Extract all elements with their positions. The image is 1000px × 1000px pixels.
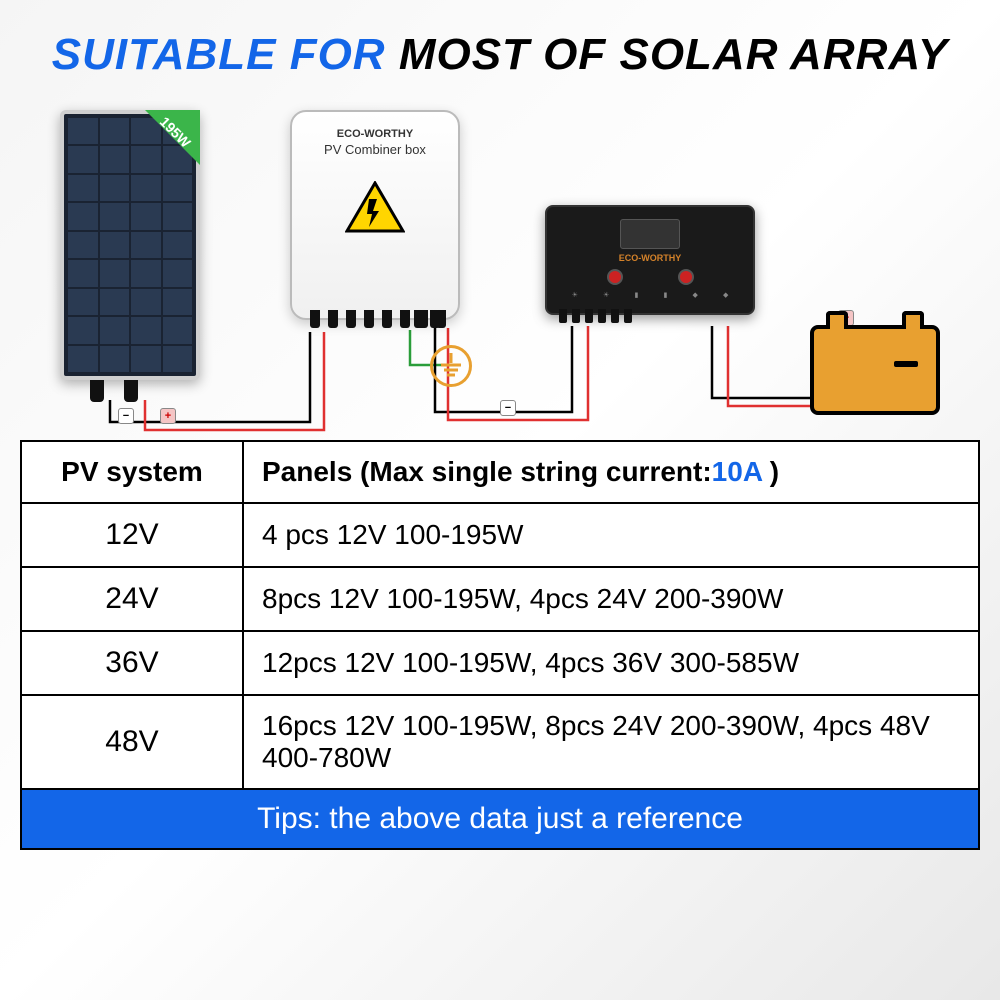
compatibility-table: PV system Panels (Max single string curr… <box>20 440 980 850</box>
battery-terminal-neg <box>902 311 924 329</box>
solar-panel: 195W − + <box>60 110 200 380</box>
combiner-body: ECO-WORTHY PV Combiner box <box>290 110 460 320</box>
battery-body <box>810 325 940 415</box>
panel-connectors <box>90 380 138 402</box>
polarity-neg-icon: − <box>500 400 516 416</box>
combiner-brand-label: ECO-WORTHY <box>292 128 458 140</box>
table-row: 36V12pcs 12V 100-195W, 4pcs 36V 300-585W <box>21 631 979 695</box>
panel-connector-neg <box>90 380 104 402</box>
warning-icon <box>345 181 405 233</box>
polarity-neg-icon: − <box>118 408 134 424</box>
wiring-diagram: 195W − + ECO-WORTHY PV Combiner box <box>0 100 1000 440</box>
battery <box>810 325 940 415</box>
title-blue: SUITABLE FOR <box>52 30 386 79</box>
panel-body: 195W <box>60 110 200 380</box>
table-header-row: PV system Panels (Max single string curr… <box>21 441 979 503</box>
table-body: 12V4 pcs 12V 100-195W 24V8pcs 12V 100-19… <box>21 503 979 849</box>
combiner-type-label: PV Combiner box <box>292 142 458 157</box>
controller-terminals <box>559 309 632 323</box>
page-title: SUITABLE FOR MOST OF SOLAR ARRAY <box>0 0 1000 100</box>
controller-knobs <box>559 269 741 285</box>
tips-text: Tips: the above data just a reference <box>21 789 979 849</box>
table-row: 24V8pcs 12V 100-195W, 4pcs 24V 200-390W <box>21 567 979 631</box>
title-black: MOST OF SOLAR ARRAY <box>399 30 948 79</box>
battery-minus-icon <box>894 361 918 367</box>
controller-body: ECO-WORTHY ☀☀▮▮◆◆ <box>545 205 755 315</box>
tips-row: Tips: the above data just a reference <box>21 789 979 849</box>
battery-terminal-pos <box>826 311 848 329</box>
ground-icon <box>439 353 463 379</box>
panel-connector-pos <box>124 380 138 402</box>
ground-symbol <box>430 345 472 387</box>
combiner-box: ECO-WORTHY PV Combiner box <box>290 110 460 320</box>
charge-controller: ECO-WORTHY ☀☀▮▮◆◆ <box>545 205 755 315</box>
max-current-value: 10A <box>712 456 762 487</box>
controller-port-labels: ☀☀▮▮◆◆ <box>559 291 741 299</box>
polarity-pos-icon: + <box>160 408 176 424</box>
header-panels: Panels (Max single string current:10A ) <box>243 441 979 503</box>
combiner-outputs <box>414 310 440 328</box>
table-row: 48V16pcs 12V 100-195W, 8pcs 24V 200-390W… <box>21 695 979 789</box>
table-row: 12V4 pcs 12V 100-195W <box>21 503 979 567</box>
controller-brand-label: ECO-WORTHY <box>559 253 741 263</box>
header-pv-system: PV system <box>21 441 243 503</box>
controller-screen <box>620 219 680 249</box>
